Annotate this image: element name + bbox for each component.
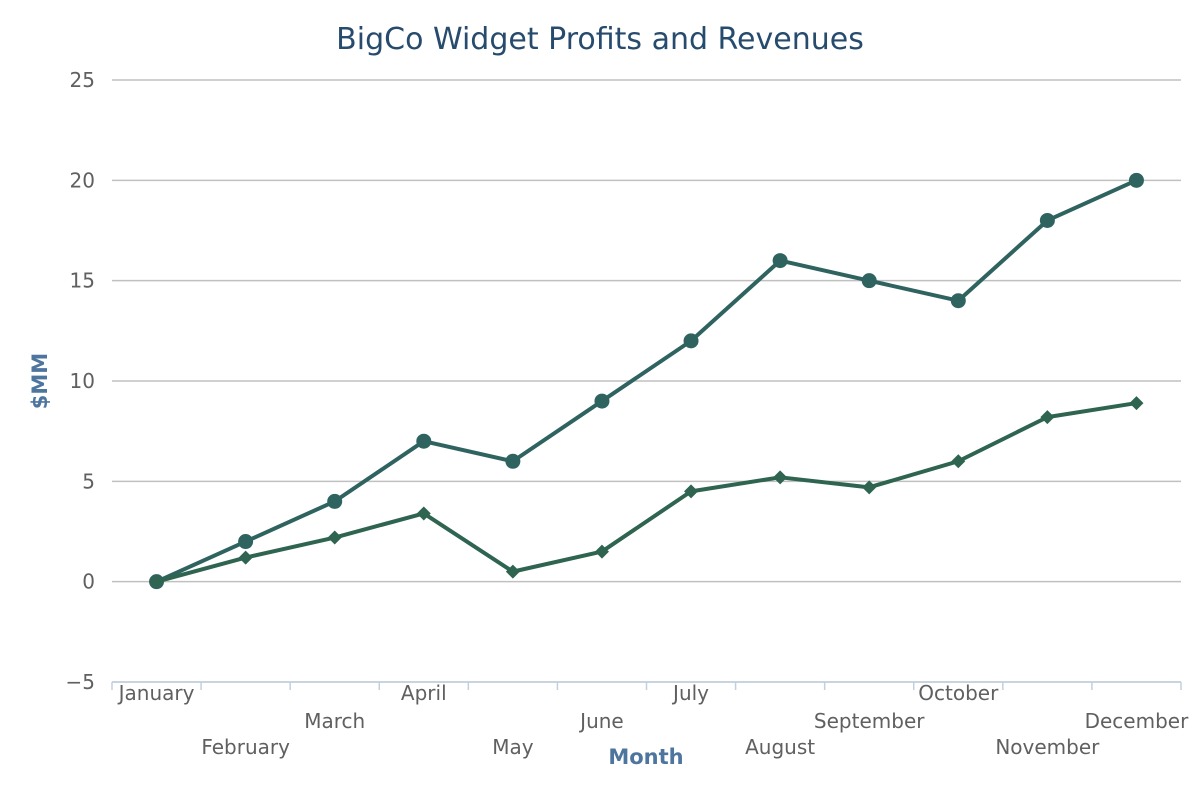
x-tick-label: July (671, 681, 709, 705)
series-2 (149, 396, 1144, 589)
data-point[interactable] (683, 333, 699, 349)
series-line (154, 178, 1139, 584)
series-1 (149, 172, 1144, 590)
x-tick-label: January (117, 681, 195, 705)
data-point[interactable] (1129, 396, 1144, 411)
data-point[interactable] (1039, 212, 1055, 228)
x-tick-label: August (745, 735, 815, 759)
y-tick-label: 5 (82, 469, 95, 493)
data-point[interactable] (951, 454, 966, 469)
x-tick-label: June (578, 709, 624, 733)
y-axis-title: $MM (28, 353, 52, 409)
x-axis-title: Month (608, 745, 683, 769)
data-point[interactable] (327, 530, 342, 545)
y-tick-label: 10 (70, 369, 95, 393)
data-point[interactable] (149, 574, 164, 589)
chart-title: BigCo Widget Profits and Revenues (336, 22, 864, 57)
y-tick-label: −5 (66, 670, 95, 694)
y-tick-label: 15 (70, 269, 95, 293)
data-point[interactable] (594, 393, 610, 409)
series-line (154, 401, 1139, 584)
data-point[interactable] (950, 293, 966, 309)
x-tick-label: November (995, 735, 1100, 759)
data-point[interactable] (594, 544, 609, 559)
data-point[interactable] (773, 470, 788, 485)
x-tick-label: February (201, 735, 290, 759)
data-point[interactable] (861, 273, 877, 289)
y-tick-label: 25 (70, 68, 95, 92)
x-tick-label: December (1085, 709, 1189, 733)
data-point[interactable] (505, 453, 521, 469)
data-point[interactable] (1128, 172, 1144, 188)
grid-lines (112, 79, 1181, 683)
x-tick-label: October (918, 681, 999, 705)
data-point[interactable] (772, 253, 788, 269)
x-tick-label: September (814, 709, 925, 733)
series-layer (149, 172, 1144, 590)
y-tick-label: 0 (82, 570, 95, 594)
x-axis (111, 681, 1182, 690)
data-point[interactable] (862, 480, 877, 495)
x-tick-label: April (401, 681, 447, 705)
data-point[interactable] (238, 534, 254, 550)
data-point[interactable] (505, 564, 520, 579)
x-tick-labels: January February March April May June July Augu… (117, 681, 1189, 759)
y-tick-labels: −5 0 5 10 15 20 25 (66, 68, 95, 694)
data-point[interactable] (416, 433, 432, 449)
data-point[interactable] (1040, 410, 1055, 425)
data-point[interactable] (238, 550, 253, 565)
x-tick-label: May (492, 735, 534, 759)
y-tick-label: 20 (70, 168, 95, 192)
data-point[interactable] (327, 493, 343, 509)
x-tick-label: March (304, 709, 365, 733)
data-point[interactable] (416, 506, 431, 521)
data-point[interactable] (684, 484, 699, 499)
